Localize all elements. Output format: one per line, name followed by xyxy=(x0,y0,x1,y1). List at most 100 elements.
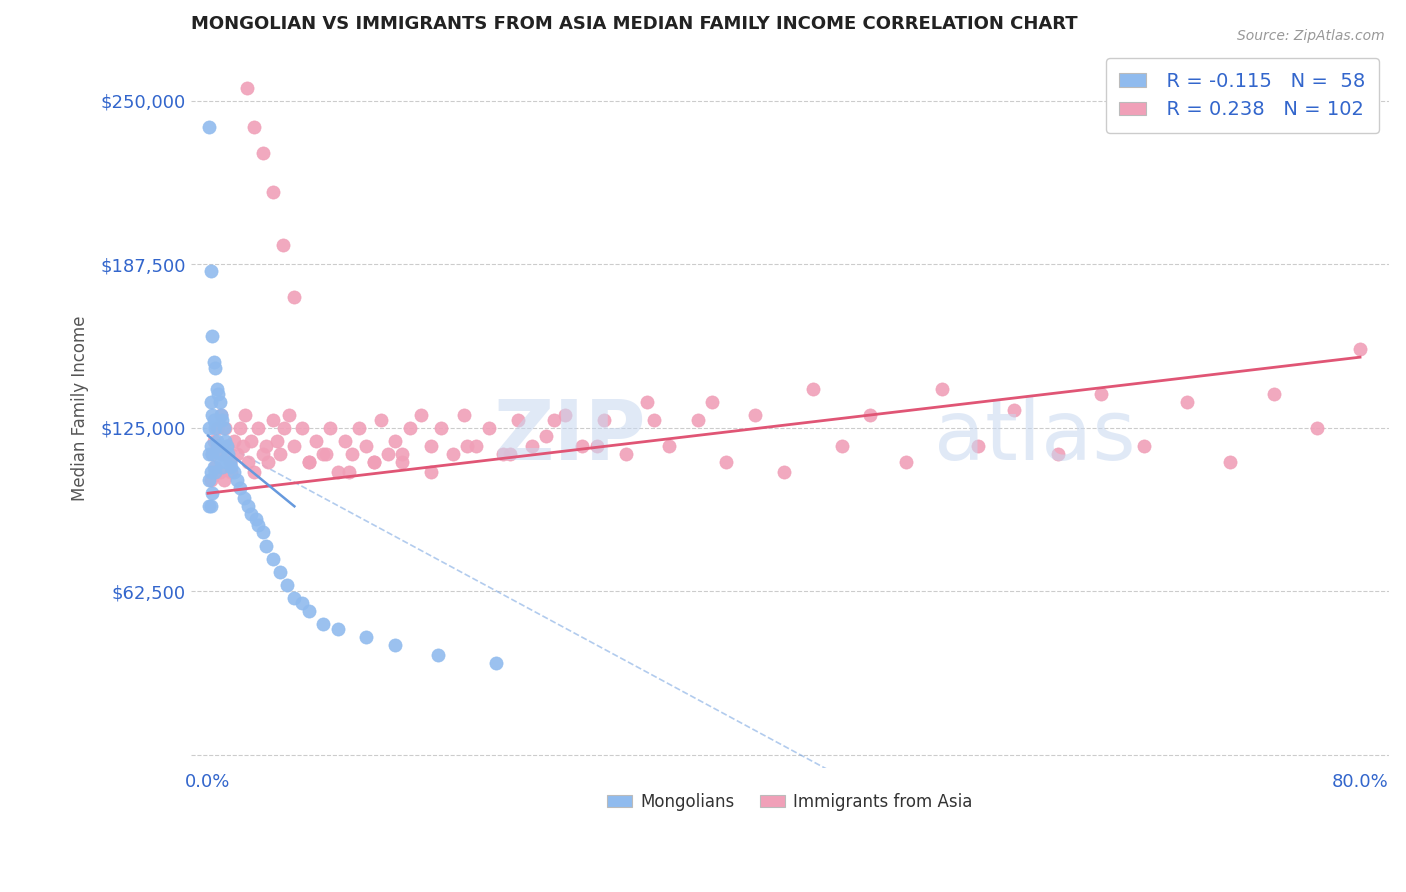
Point xyxy=(208,465,231,479)
Point xyxy=(200,500,222,514)
Point xyxy=(658,439,681,453)
Point xyxy=(1219,455,1241,469)
Point xyxy=(200,264,222,278)
Point xyxy=(430,421,453,435)
Point xyxy=(1046,447,1069,461)
Point xyxy=(896,455,918,469)
Point xyxy=(801,382,824,396)
Point xyxy=(201,447,224,461)
Point xyxy=(252,525,274,540)
Point xyxy=(207,439,229,453)
Point xyxy=(831,439,853,453)
Point xyxy=(252,146,274,161)
Point xyxy=(478,421,501,435)
Point xyxy=(225,447,247,461)
Point xyxy=(225,473,247,487)
Point xyxy=(571,439,593,453)
Point xyxy=(744,408,766,422)
Point xyxy=(201,486,224,500)
Point xyxy=(337,465,360,479)
Point xyxy=(1090,386,1112,401)
Point xyxy=(240,434,263,448)
Point xyxy=(312,447,335,461)
Point xyxy=(931,382,953,396)
Point xyxy=(211,413,233,427)
Point xyxy=(254,539,277,553)
Point xyxy=(254,439,277,453)
Y-axis label: Median Family Income: Median Family Income xyxy=(72,316,89,501)
Point xyxy=(232,439,254,453)
Point xyxy=(204,460,226,475)
Point xyxy=(204,465,226,479)
Point xyxy=(212,473,235,487)
Point xyxy=(207,439,229,453)
Point xyxy=(202,355,225,369)
Point xyxy=(205,382,228,396)
Point xyxy=(686,413,709,427)
Point xyxy=(205,434,228,448)
Point xyxy=(967,439,990,453)
Point xyxy=(363,455,385,469)
Point xyxy=(499,447,522,461)
Point xyxy=(277,408,299,422)
Point xyxy=(636,394,658,409)
Point xyxy=(377,447,399,461)
Point xyxy=(222,465,245,479)
Point xyxy=(201,329,224,343)
Point xyxy=(554,408,576,422)
Point xyxy=(269,565,291,579)
Point xyxy=(456,439,478,453)
Point xyxy=(283,439,305,453)
Point xyxy=(211,447,233,461)
Point xyxy=(520,439,543,453)
Point xyxy=(453,408,475,422)
Point xyxy=(202,413,225,427)
Point xyxy=(228,421,250,435)
Point xyxy=(271,237,294,252)
Point xyxy=(333,434,356,448)
Point xyxy=(298,455,321,469)
Point xyxy=(262,413,284,427)
Point xyxy=(204,421,226,435)
Point xyxy=(315,447,337,461)
Point xyxy=(585,439,607,453)
Point xyxy=(205,421,228,435)
Text: Source: ZipAtlas.com: Source: ZipAtlas.com xyxy=(1237,29,1385,43)
Point xyxy=(219,460,242,475)
Point xyxy=(464,439,486,453)
Point xyxy=(209,408,232,422)
Point xyxy=(212,421,235,435)
Legend: Mongolians, Immigrants from Asia: Mongolians, Immigrants from Asia xyxy=(600,786,979,817)
Point xyxy=(243,120,266,134)
Point xyxy=(326,622,349,636)
Point xyxy=(326,465,349,479)
Point xyxy=(492,447,515,461)
Point xyxy=(218,455,240,469)
Point xyxy=(198,500,221,514)
Point xyxy=(506,413,529,427)
Point xyxy=(363,455,385,469)
Text: MONGOLIAN VS IMMIGRANTS FROM ASIA MEDIAN FAMILY INCOME CORRELATION CHART: MONGOLIAN VS IMMIGRANTS FROM ASIA MEDIAN… xyxy=(191,15,1077,33)
Point xyxy=(319,421,342,435)
Point xyxy=(198,120,221,134)
Point xyxy=(384,638,406,652)
Text: atlas: atlas xyxy=(934,396,1135,477)
Point xyxy=(198,447,221,461)
Point xyxy=(356,630,378,644)
Point xyxy=(643,413,665,427)
Point xyxy=(200,473,222,487)
Point xyxy=(298,455,321,469)
Point xyxy=(209,408,232,422)
Point xyxy=(283,290,305,304)
Point xyxy=(204,360,226,375)
Point xyxy=(298,604,321,618)
Point xyxy=(200,439,222,453)
Point xyxy=(370,413,392,427)
Point xyxy=(207,386,229,401)
Point xyxy=(773,465,796,479)
Point xyxy=(291,596,314,610)
Point xyxy=(214,434,236,448)
Point xyxy=(240,507,263,521)
Point xyxy=(218,455,240,469)
Point xyxy=(217,447,239,461)
